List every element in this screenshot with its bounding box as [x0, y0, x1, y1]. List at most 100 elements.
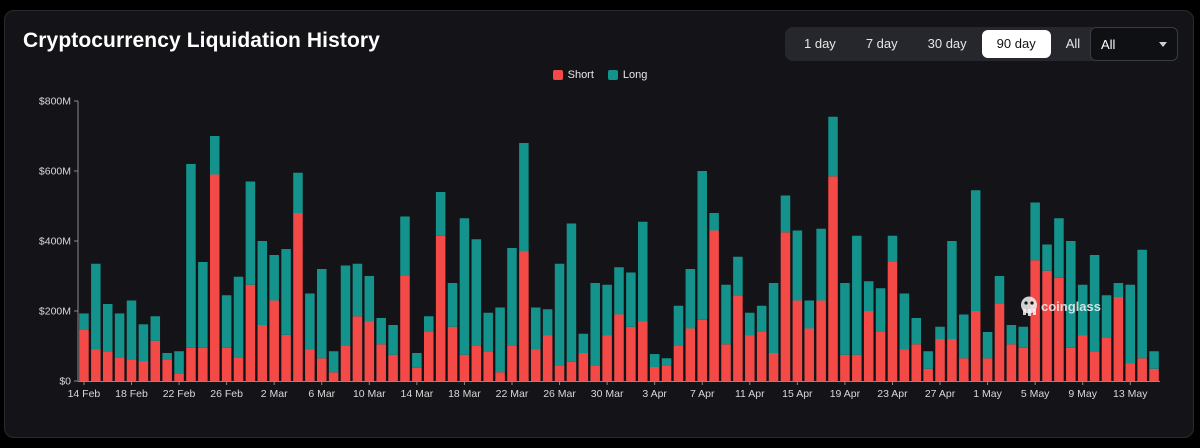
short-bar[interactable] [186, 347, 196, 381]
long-bar[interactable] [316, 269, 327, 359]
long-bar[interactable] [114, 313, 125, 358]
short-bar[interactable] [626, 326, 636, 381]
long-bar[interactable] [162, 353, 172, 360]
long-bar[interactable] [388, 325, 398, 355]
long-bar[interactable] [305, 293, 315, 350]
long-bar[interactable] [352, 263, 363, 317]
long-bar[interactable] [424, 316, 434, 332]
short-bar[interactable] [792, 300, 803, 382]
long-bar[interactable] [447, 283, 458, 327]
long-bar[interactable] [935, 326, 945, 339]
short-bar[interactable] [388, 354, 398, 381]
short-bar[interactable] [578, 353, 589, 381]
long-bar[interactable] [959, 314, 969, 359]
short-bar[interactable] [959, 358, 969, 381]
long-bar[interactable] [911, 318, 922, 345]
short-bar[interactable] [447, 326, 458, 381]
short-bar[interactable] [1149, 368, 1159, 381]
long-bar[interactable] [970, 190, 981, 311]
short-bar[interactable] [733, 295, 743, 381]
short-bar[interactable] [649, 367, 660, 381]
long-bar[interactable] [1113, 283, 1124, 297]
short-bar[interactable] [257, 325, 268, 381]
long-bar[interactable] [899, 293, 910, 350]
short-bar[interactable] [305, 349, 315, 382]
short-bar[interactable] [661, 365, 672, 381]
long-bar[interactable] [293, 172, 303, 213]
long-bar[interactable] [79, 313, 89, 330]
short-bar[interactable] [840, 354, 850, 381]
short-bar[interactable] [400, 276, 410, 381]
short-bar[interactable] [887, 262, 898, 381]
short-bar[interactable] [1125, 363, 1136, 382]
long-bar[interactable] [947, 241, 957, 339]
short-bar[interactable] [102, 351, 113, 381]
long-bar[interactable] [281, 249, 291, 335]
long-bar[interactable] [638, 221, 648, 322]
long-bar[interactable] [150, 316, 161, 341]
range-all-button[interactable]: All [1065, 36, 1081, 51]
long-bar[interactable] [257, 241, 268, 325]
long-bar[interactable] [328, 351, 339, 373]
long-bar[interactable] [709, 213, 719, 231]
short-bar[interactable] [269, 300, 279, 382]
short-bar[interactable] [352, 316, 363, 381]
short-bar[interactable] [519, 251, 529, 382]
short-bar[interactable] [638, 321, 648, 382]
short-bar[interactable] [233, 357, 244, 381]
short-bar[interactable] [162, 360, 172, 381]
short-bar[interactable] [745, 335, 755, 382]
short-bar[interactable] [412, 367, 422, 381]
short-bar[interactable] [780, 232, 791, 381]
short-bar[interactable] [1113, 297, 1124, 381]
long-bar[interactable] [400, 216, 410, 277]
long-bar[interactable] [780, 195, 791, 233]
short-bar[interactable] [911, 344, 922, 381]
long-bar[interactable] [852, 235, 862, 355]
long-bar[interactable] [566, 223, 577, 362]
short-bar[interactable] [614, 314, 624, 382]
long-bar[interactable] [138, 324, 149, 362]
short-bar[interactable] [602, 335, 612, 382]
short-bar[interactable] [1066, 347, 1076, 381]
short-bar[interactable] [1137, 358, 1147, 381]
long-bar[interactable] [661, 358, 672, 366]
long-bar[interactable] [495, 307, 505, 373]
long-bar[interactable] [602, 284, 612, 336]
short-bar[interactable] [507, 346, 517, 381]
short-bar[interactable] [1054, 277, 1064, 381]
short-bar[interactable] [863, 311, 874, 381]
long-bar[interactable] [816, 228, 826, 301]
short-bar[interactable] [424, 332, 434, 381]
long-bar[interactable] [804, 300, 814, 329]
long-bar[interactable] [923, 351, 933, 369]
short-bar[interactable] [899, 349, 910, 382]
range-1-day-button[interactable]: 1 day [804, 36, 836, 51]
short-bar[interactable] [174, 374, 184, 381]
legend-item-short[interactable]: Short [552, 69, 594, 81]
short-bar[interactable] [816, 300, 826, 382]
long-bar[interactable] [1054, 218, 1064, 278]
long-bar[interactable] [174, 351, 184, 374]
short-bar[interactable] [721, 344, 731, 381]
long-bar[interactable] [221, 295, 232, 348]
long-bar[interactable] [756, 305, 767, 332]
short-bar[interactable] [542, 335, 553, 382]
long-bar[interactable] [1042, 244, 1052, 271]
long-bar[interactable] [542, 309, 553, 336]
long-bar[interactable] [340, 265, 351, 347]
short-bar[interactable] [935, 339, 945, 381]
long-bar[interactable] [590, 283, 600, 366]
long-bar[interactable] [887, 235, 898, 262]
long-bar[interactable] [745, 312, 755, 336]
long-bar[interactable] [614, 267, 624, 315]
long-bar[interactable] [412, 353, 422, 368]
short-bar[interactable] [495, 372, 505, 381]
short-bar[interactable] [1018, 347, 1029, 381]
short-bar[interactable] [828, 176, 838, 381]
long-bar[interactable] [233, 276, 244, 358]
short-bar[interactable] [209, 174, 220, 382]
long-bar[interactable] [768, 283, 779, 353]
long-bar[interactable] [102, 304, 113, 352]
short-bar[interactable] [875, 332, 886, 381]
